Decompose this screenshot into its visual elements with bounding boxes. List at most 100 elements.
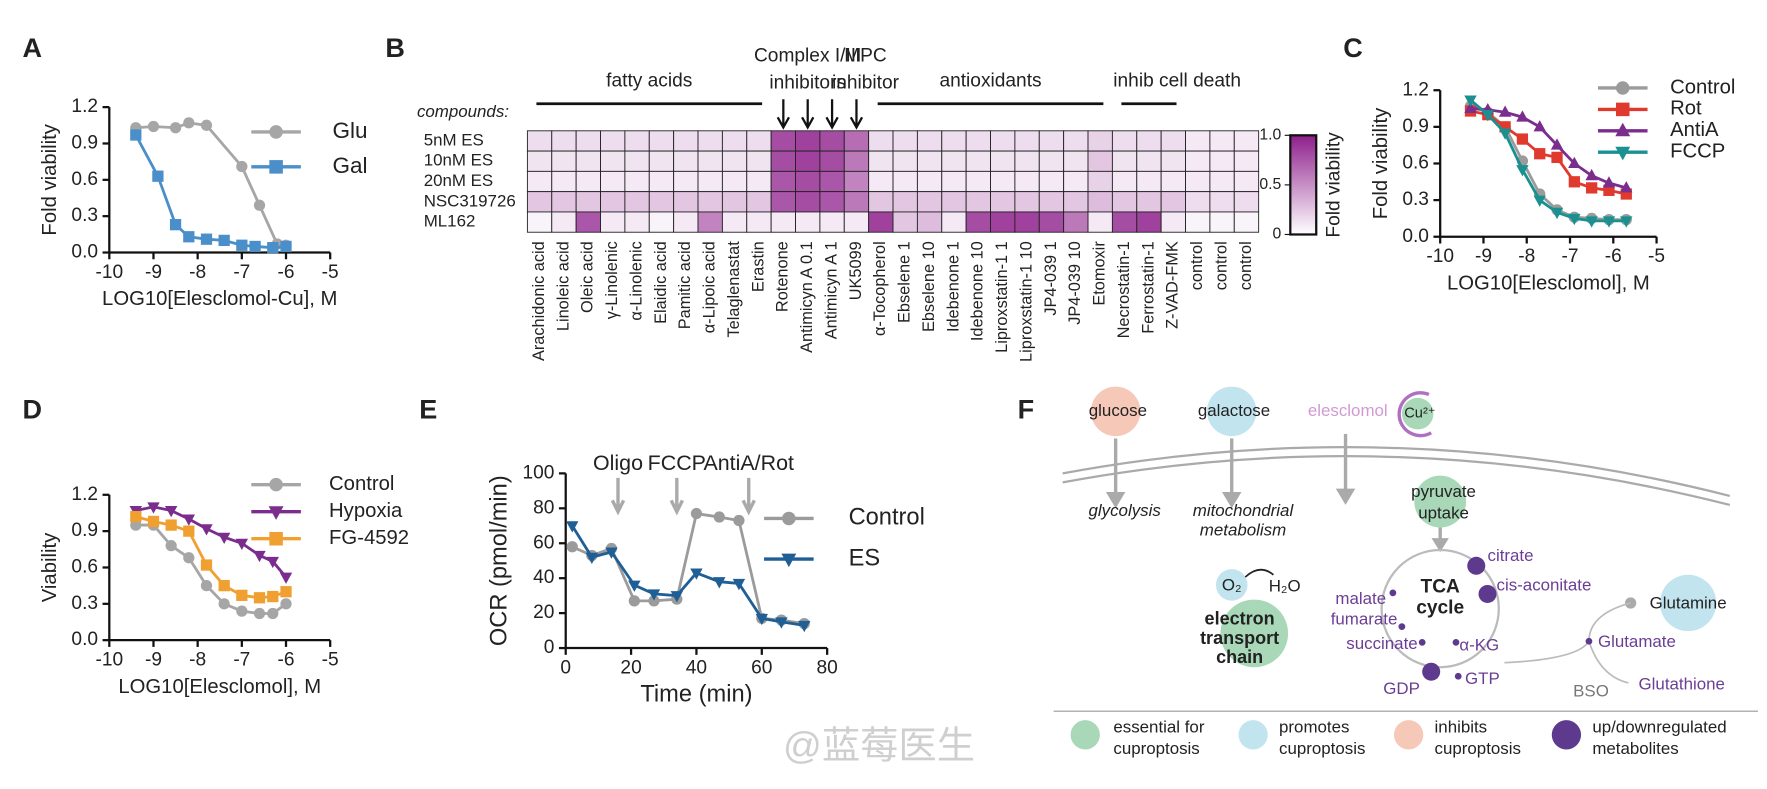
point bbox=[183, 117, 195, 129]
cell bbox=[843, 211, 870, 233]
legend-marker bbox=[782, 511, 796, 526]
point bbox=[236, 160, 248, 173]
point bbox=[169, 122, 182, 134]
cell bbox=[673, 191, 699, 213]
y-tick-label: 60 bbox=[533, 532, 554, 553]
point bbox=[648, 595, 660, 607]
point bbox=[628, 595, 640, 607]
cell bbox=[697, 150, 723, 172]
point bbox=[1516, 133, 1529, 145]
cell bbox=[795, 211, 821, 233]
legend-label: FCCP bbox=[1670, 141, 1725, 163]
column-label: Linoleic acid bbox=[554, 241, 572, 331]
annotation-arrow bbox=[741, 477, 756, 516]
cell bbox=[673, 150, 699, 172]
y-axis-label: OCR (pmol/min) bbox=[487, 475, 513, 646]
x-tick-label: 40 bbox=[686, 657, 707, 678]
cell bbox=[1014, 130, 1040, 152]
column-label: Erastin bbox=[749, 241, 767, 292]
point bbox=[1464, 95, 1477, 107]
group-label: MPC bbox=[844, 45, 887, 66]
label: Glutamate bbox=[1598, 632, 1676, 651]
point bbox=[280, 598, 292, 610]
point bbox=[200, 580, 213, 592]
point bbox=[253, 607, 266, 620]
metabolite bbox=[1422, 662, 1441, 681]
row-label: ML162 bbox=[424, 212, 476, 231]
cell bbox=[551, 130, 577, 152]
series-line bbox=[1470, 107, 1627, 190]
legend-label: ES bbox=[849, 545, 881, 571]
cell bbox=[795, 170, 821, 193]
cell bbox=[1063, 170, 1089, 193]
point bbox=[1533, 120, 1546, 132]
panel-letter: B bbox=[385, 33, 405, 63]
cell bbox=[1087, 150, 1113, 172]
cell bbox=[1160, 191, 1186, 213]
point bbox=[267, 607, 279, 620]
group-arrow bbox=[801, 99, 815, 130]
x-tick-label: 60 bbox=[751, 657, 772, 678]
x-tick-label: -6 bbox=[1605, 246, 1622, 267]
legend-swatch bbox=[1393, 720, 1424, 750]
cell bbox=[1209, 170, 1235, 193]
label: glycolysis bbox=[1089, 501, 1162, 520]
cell bbox=[1136, 211, 1162, 233]
cell bbox=[1233, 211, 1260, 233]
label: chain bbox=[1216, 647, 1263, 667]
node bbox=[1220, 599, 1289, 668]
point bbox=[200, 559, 213, 571]
group-arrow bbox=[849, 99, 864, 130]
cell bbox=[526, 170, 553, 193]
cell bbox=[868, 130, 894, 152]
column-label: Idebenone 1 bbox=[944, 241, 962, 332]
point bbox=[280, 240, 292, 253]
legend-label: Control bbox=[1670, 76, 1735, 98]
cell bbox=[575, 150, 601, 172]
legend-marker bbox=[269, 477, 283, 492]
cell bbox=[868, 211, 894, 233]
cell bbox=[1136, 130, 1162, 152]
point bbox=[130, 519, 142, 531]
cell bbox=[721, 211, 748, 233]
column-label: JP4-039 10 bbox=[1066, 241, 1084, 325]
x-tick-label: 0 bbox=[560, 657, 571, 678]
legend-marker bbox=[269, 160, 283, 174]
column-label: Etomoxir bbox=[1091, 241, 1109, 306]
cell bbox=[600, 191, 626, 213]
y-tick-label: 40 bbox=[533, 567, 554, 588]
column-label: Ferrostatin-1 bbox=[1139, 241, 1157, 334]
x-axis-label: Time (min) bbox=[640, 682, 752, 708]
cell bbox=[746, 170, 772, 193]
cell bbox=[868, 150, 894, 172]
cell bbox=[1087, 170, 1113, 193]
cell bbox=[819, 150, 845, 172]
point bbox=[585, 552, 599, 564]
cell bbox=[1063, 191, 1089, 213]
label: Cu²⁺ bbox=[1404, 406, 1435, 422]
cell bbox=[746, 211, 772, 233]
arrow bbox=[1244, 568, 1274, 578]
label: BSO bbox=[1573, 681, 1609, 700]
legend-label: FG-4592 bbox=[329, 527, 409, 549]
point bbox=[1585, 216, 1598, 228]
metabolite bbox=[1454, 672, 1462, 680]
cell bbox=[892, 211, 918, 233]
label: GTP bbox=[1465, 669, 1500, 688]
cell bbox=[990, 211, 1016, 233]
point bbox=[1568, 156, 1581, 168]
legend-marker bbox=[268, 506, 284, 520]
y-tick-label: 20 bbox=[533, 602, 554, 623]
label: O₂ bbox=[1222, 576, 1242, 595]
node bbox=[1659, 574, 1717, 632]
cell bbox=[1209, 130, 1235, 152]
point bbox=[217, 532, 231, 544]
point bbox=[279, 572, 293, 584]
column-label: Telaglenastat bbox=[725, 241, 743, 338]
cell bbox=[721, 130, 748, 152]
legend-marker bbox=[269, 125, 283, 139]
series-line bbox=[571, 525, 805, 627]
point bbox=[670, 591, 684, 603]
y-tick-label: 0.3 bbox=[71, 205, 98, 226]
point bbox=[1568, 176, 1580, 188]
